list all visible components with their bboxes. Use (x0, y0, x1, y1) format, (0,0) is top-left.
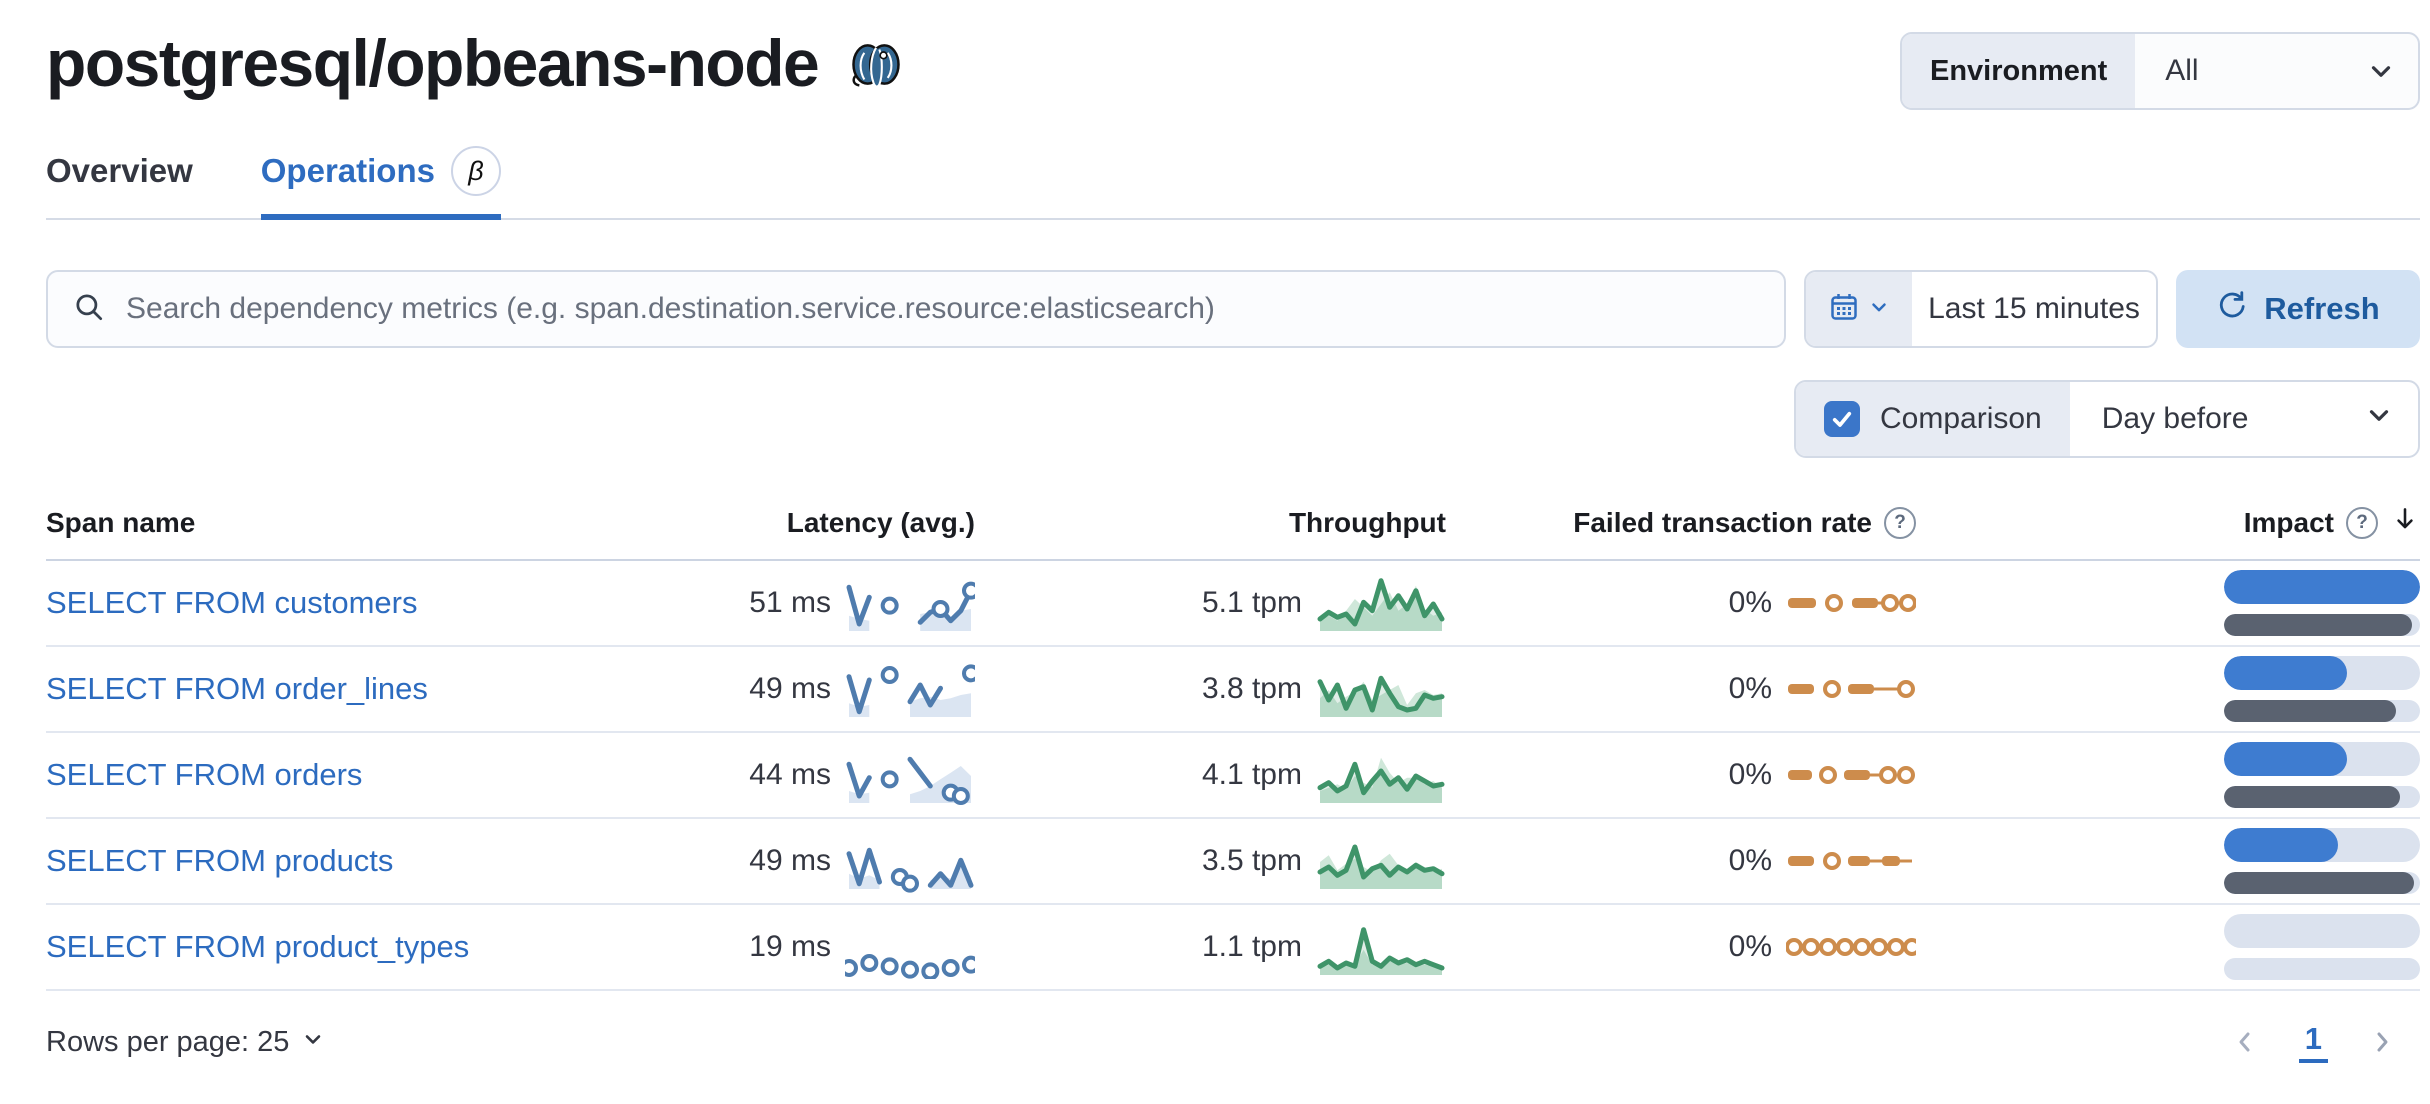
failed-rate-sparkline (1788, 594, 1916, 612)
page-number[interactable]: 1 (2298, 1021, 2328, 1063)
failed-rate-sparkline (1786, 938, 1916, 956)
span-name-link[interactable]: SELECT FROM customers (46, 585, 418, 620)
impact-bars (2224, 656, 2420, 722)
chevron-down-icon (301, 1026, 325, 1059)
environment-select[interactable]: Environment All (1900, 32, 2420, 110)
failed-rate-value: 0% (1728, 586, 1772, 619)
comparison-checkbox[interactable] (1824, 401, 1860, 437)
chevron-down-icon (2366, 34, 2418, 108)
latency-sparkline (846, 847, 974, 893)
failed-rate-value: 0% (1728, 930, 1772, 963)
latency-value: 49 ms (749, 844, 831, 877)
operations-table: Span name Latency (avg.) Throughput Fail… (46, 504, 2420, 991)
throughput-sparkline (1317, 757, 1445, 803)
span-name-link[interactable]: SELECT FROM orders (46, 757, 363, 792)
throughput-value: 1.1 tpm (1201, 930, 1302, 963)
column-span-name: Span name (46, 506, 196, 538)
span-name-link[interactable]: SELECT FROM product_types (46, 929, 470, 964)
postgresql-logo-icon (846, 37, 906, 97)
sort-desc-icon (2390, 504, 2420, 541)
search-icon (72, 290, 106, 329)
column-throughput[interactable]: Throughput (1288, 506, 1446, 538)
chevron-down-icon (1868, 296, 1890, 323)
time-range-button[interactable]: Last 15 minutes (1928, 292, 2140, 325)
table-row: SELECT FROM customers 51 ms 5.1 tpm 0% (46, 561, 2420, 647)
impact-bars (2224, 742, 2420, 808)
search-input[interactable] (124, 291, 1774, 327)
table-row: SELECT FROM product_types 19 ms 1.1 tpm … (46, 905, 2420, 991)
comparison-row: Comparison Day before (46, 380, 2420, 458)
refresh-label: Refresh (2264, 291, 2380, 326)
latency-value: 51 ms (749, 586, 831, 619)
environment-label: Environment (1902, 34, 2136, 108)
question-icon: ? (1884, 506, 1916, 539)
environment-value: All (2165, 54, 2199, 87)
throughput-sparkline (1317, 675, 1445, 717)
beta-badge: β (450, 146, 501, 196)
table-row: SELECT FROM orders 44 ms 4.1 tpm 0% (46, 733, 2420, 819)
throughput-value: 3.8 tpm (1201, 672, 1302, 705)
tab-operations-label: Operations (260, 152, 435, 189)
failed-rate-value: 0% (1728, 672, 1772, 705)
span-name-link[interactable]: SELECT FROM order_lines (46, 671, 428, 706)
throughput-value: 4.1 tpm (1201, 758, 1302, 791)
impact-bars (2224, 828, 2420, 894)
latency-value: 49 ms (749, 672, 831, 705)
tab-operations[interactable]: Operations β (260, 146, 502, 220)
comparison-label: Comparison (1880, 402, 2042, 435)
question-icon: ? (2346, 506, 2378, 539)
comparison-toggle: Comparison (1796, 382, 2070, 456)
toolbar: Last 15 minutes Refresh (46, 270, 2420, 348)
tab-overview[interactable]: Overview (46, 146, 193, 218)
throughput-value: 5.1 tpm (1201, 586, 1302, 619)
throughput-sparkline (1317, 578, 1445, 631)
date-quick-select-button[interactable] (1806, 272, 1912, 346)
latency-value: 44 ms (749, 758, 831, 791)
comparison-control: Comparison Day before (1794, 380, 2420, 458)
previous-page-icon[interactable] (2231, 1028, 2259, 1056)
column-latency[interactable]: Latency (avg.) (786, 506, 975, 538)
calendar-icon (1828, 291, 1860, 328)
search-box[interactable] (46, 270, 1786, 348)
tab-overview-label: Overview (46, 152, 193, 189)
column-impact[interactable]: Impact ? (1916, 504, 2420, 541)
rows-per-page-button[interactable]: Rows per page: 25 (46, 1026, 325, 1059)
throughput-value: 3.5 tpm (1201, 844, 1302, 877)
dependency-operations-page: postgresql/opbeans-node Environment All (46, 26, 2420, 1063)
failed-rate-value: 0% (1728, 844, 1772, 877)
table-row: SELECT FROM order_lines 49 ms 3.8 tpm 0% (46, 647, 2420, 733)
tab-bar: Overview Operations β (46, 146, 2420, 220)
table-body: SELECT FROM customers 51 ms 5.1 tpm 0% S… (46, 561, 2420, 991)
impact-bars (2224, 914, 2420, 980)
next-page-icon[interactable] (2368, 1028, 2396, 1056)
pagination: 1 (2231, 1021, 2396, 1063)
date-picker: Last 15 minutes (1804, 270, 2158, 348)
chevron-down-icon (2364, 400, 2394, 438)
table-header: Span name Latency (avg.) Throughput Fail… (46, 504, 2420, 561)
refresh-icon (2216, 289, 2248, 329)
latency-sparkline (846, 756, 971, 805)
latency-sparkline (846, 664, 975, 717)
column-failed-rate[interactable]: Failed transaction rate ? (1446, 506, 1916, 539)
failed-rate-value: 0% (1728, 758, 1772, 791)
throughput-sparkline (1317, 927, 1445, 975)
latency-sparkline (846, 581, 975, 631)
latency-value: 19 ms (749, 930, 831, 963)
throughput-sparkline (1317, 844, 1445, 889)
refresh-button[interactable]: Refresh (2176, 270, 2420, 348)
failed-rate-sparkline (1788, 766, 1915, 784)
rows-per-page-label: Rows per page: 25 (46, 1025, 290, 1058)
failed-rate-sparkline (1788, 852, 1912, 870)
span-name-link[interactable]: SELECT FROM products (46, 843, 394, 878)
failed-rate-sparkline (1788, 680, 1915, 698)
impact-bars (2224, 570, 2420, 636)
latency-sparkline (845, 954, 975, 979)
table-row: SELECT FROM products 49 ms 3.5 tpm 0% (46, 819, 2420, 905)
page-title: postgresql/opbeans-node (46, 26, 820, 100)
comparison-select[interactable]: Day before (2070, 382, 2418, 456)
table-footer: Rows per page: 25 1 (46, 1021, 2420, 1063)
comparison-value: Day before (2101, 402, 2249, 435)
